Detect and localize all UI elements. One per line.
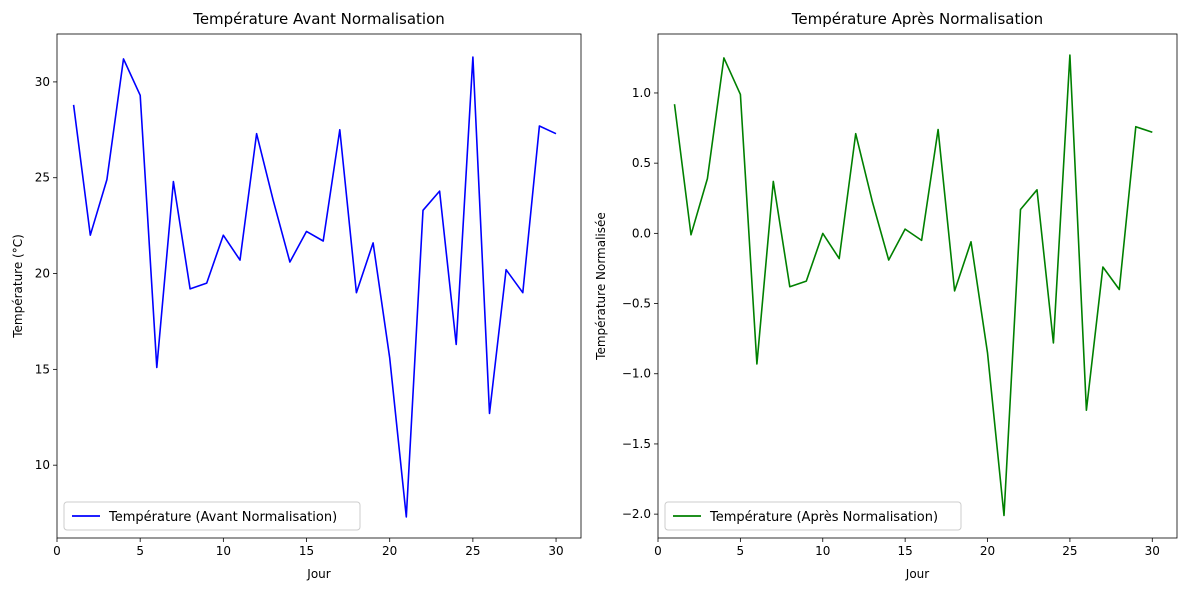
x-tick-label: 10 — [216, 544, 231, 558]
y-tick-label: 25 — [35, 171, 50, 185]
legend-box — [63, 501, 361, 531]
x-tick-label: 25 — [1062, 544, 1077, 558]
y-tick-label: −1.0 — [622, 367, 651, 381]
legend: Température (Après Normalisation) — [664, 501, 962, 531]
y-tick-label: 20 — [35, 267, 50, 281]
y-tick-label: 10 — [35, 458, 50, 472]
chart-title: Température Après Normalisation — [791, 10, 1043, 28]
y-tick-label: −2.0 — [622, 507, 651, 521]
legend-label: Température (Avant Normalisation) — [108, 510, 337, 525]
y-tick-label: 1.0 — [632, 86, 651, 100]
legend-label: Température (Après Normalisation) — [709, 510, 938, 525]
y-tick-label: −0.5 — [622, 297, 651, 311]
y-tick-label: −1.5 — [622, 437, 651, 451]
x-tick-label: 30 — [1145, 544, 1160, 558]
x-axis-label: Jour — [905, 567, 929, 581]
series-line — [673, 54, 1153, 517]
y-tick-label: 15 — [35, 362, 50, 376]
x-tick-label: 10 — [815, 544, 830, 558]
legend: Température (Avant Normalisation) — [63, 501, 361, 531]
x-tick-label: 20 — [980, 544, 995, 558]
x-tick-label: 0 — [53, 544, 61, 558]
x-tick-label: 25 — [465, 544, 480, 558]
x-tick-label: 0 — [654, 544, 662, 558]
chart-title: Température Avant Normalisation — [192, 10, 445, 28]
x-axis-label: Jour — [306, 567, 330, 581]
y-tick-label: 0.5 — [632, 156, 651, 170]
plot-frame — [56, 33, 582, 539]
x-tick-label: 30 — [548, 544, 563, 558]
y-axis-label: Température Normalisée — [594, 212, 608, 361]
x-tick-label: 20 — [382, 544, 397, 558]
x-tick-label: 15 — [299, 544, 314, 558]
x-tick-label: 15 — [898, 544, 913, 558]
x-tick-label: 5 — [136, 544, 144, 558]
chart-panel-2: Température Après Normalisation 0 5 10 15 20 2… — [594, 10, 1178, 581]
y-tick-label: 30 — [35, 75, 50, 89]
chart-panel-1: Température Avant Normalisation 0 5 10 15 20 2… — [11, 10, 582, 581]
x-tick-label: 5 — [737, 544, 745, 558]
plot-frame — [657, 33, 1178, 539]
series-line — [72, 56, 557, 518]
y-tick-label: 0.0 — [632, 226, 651, 240]
y-axis-label: Température (°C) — [11, 234, 25, 339]
legend-box — [664, 501, 962, 531]
